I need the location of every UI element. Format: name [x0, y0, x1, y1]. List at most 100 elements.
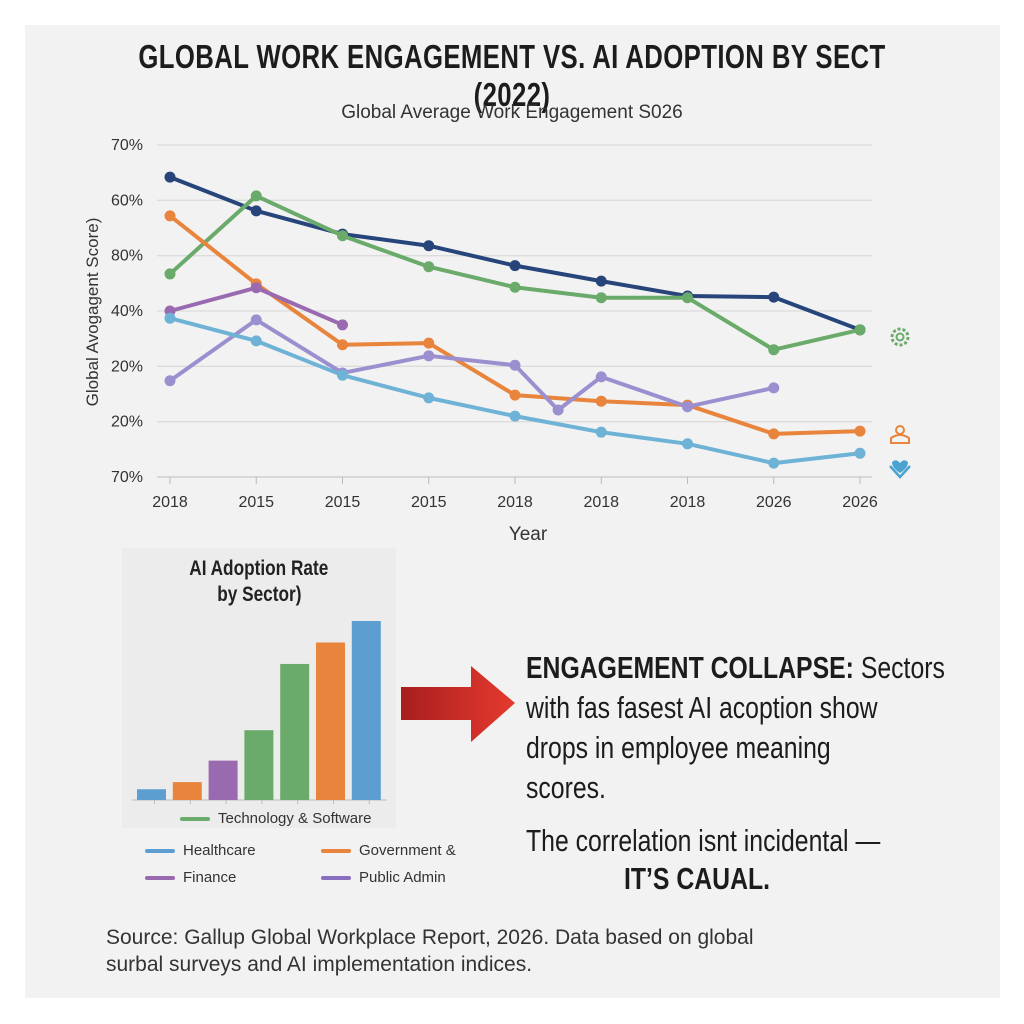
bar: [244, 730, 274, 800]
data-point: [768, 344, 780, 356]
page-title: GLOBAL WORK ENGAGEMENT VS. AI ADOPTION B…: [0, 38, 1024, 121]
bar: [137, 789, 166, 800]
callout-lead: ENGAGEMENT COLLAPSE:: [526, 650, 854, 685]
legend-label: Public Admin: [359, 869, 446, 886]
conclusion-line-2: IT’S CAUAL.: [624, 861, 771, 896]
data-point: [423, 392, 435, 404]
y-axis-ticks: 70% 60% 80% 40% 20% 20% 70%: [111, 137, 143, 486]
source-line-1: Source: Gallup Global Workplace Report, …: [106, 926, 754, 949]
data-point: [509, 281, 521, 293]
series-5: [164, 312, 866, 469]
data-point: [337, 230, 348, 242]
legend-swatch: [145, 848, 175, 853]
page-title-text: GLOBAL WORK ENGAGEMENT VS. AI ADOPTION B…: [138, 38, 886, 113]
data-point: [509, 410, 521, 422]
data-point: [509, 359, 521, 371]
data-point: [250, 335, 262, 347]
data-point: [682, 292, 693, 304]
callout-line: with fas fasest AI acoption show: [526, 690, 878, 725]
conclusion-text: The correlation isnt incidental — IT’S C…: [526, 822, 1006, 898]
data-point: [595, 371, 607, 383]
data-point: [595, 395, 607, 407]
legend-swatch: [180, 816, 210, 821]
red-arrow-icon: [401, 666, 515, 742]
series-3: [164, 282, 348, 331]
data-point: [509, 389, 521, 401]
x-tick-label: 2018: [497, 494, 533, 511]
bar-title-line-2: by Sector): [216, 583, 302, 606]
data-point: [423, 261, 435, 273]
data-point: [768, 291, 780, 303]
legend-swatch: [321, 875, 351, 880]
callout-line: drops in employee meaning: [526, 730, 831, 765]
y-tick-label: 70%: [111, 137, 143, 154]
data-point: [768, 382, 780, 394]
y-tick-label: 40%: [111, 303, 143, 320]
data-point: [423, 350, 435, 362]
bar-chart-title: AI Adoption Rate by Sector): [122, 556, 396, 608]
legend-item-public-admin: Public Admin: [321, 869, 446, 886]
legend-item-technology: Technology & Software: [180, 810, 371, 827]
data-point: [423, 240, 435, 252]
x-tick-label: 2018: [152, 494, 188, 511]
data-point: [854, 425, 866, 437]
data-point: [164, 171, 176, 183]
x-axis-label: Year: [509, 524, 548, 545]
source-note: Source: Gallup Global Workplace Report, …: [106, 924, 754, 978]
series-2: [164, 210, 866, 440]
y-tick-label: 60%: [111, 192, 143, 209]
legend-label: Technology & Software: [218, 810, 372, 827]
person-icon: [890, 425, 910, 444]
series-icons: [889, 327, 911, 479]
infographic-panel: [25, 25, 1000, 998]
data-point: [337, 319, 348, 331]
y-tick-label: 20%: [111, 358, 143, 375]
gear-icon: [890, 327, 910, 347]
data-point: [768, 457, 780, 469]
y-tick-label: 20%: [111, 414, 143, 431]
bar: [351, 621, 381, 800]
bar: [208, 760, 238, 800]
x-axis-ticks: 2018 2015 2015 2015 2018 2018 2018 2026 2026: [152, 477, 878, 511]
legend-swatch: [321, 848, 351, 853]
data-point: [250, 282, 262, 294]
x-tick-label: 2015: [238, 494, 274, 511]
bar: [280, 663, 310, 800]
series-1: [164, 190, 866, 356]
legend-swatch: [145, 875, 175, 880]
x-tick-label: 2015: [411, 494, 447, 511]
gridlines: [157, 144, 872, 478]
data-point: [509, 260, 521, 272]
legend-label: Healthcare: [183, 842, 256, 859]
data-point: [337, 339, 348, 351]
callout-line: scores.: [526, 770, 606, 805]
line-chart-title: Global Average Work Engagement S026: [341, 102, 683, 123]
data-point: [250, 314, 262, 326]
data-point: [768, 428, 780, 440]
x-tick-label: 2015: [325, 494, 361, 511]
data-point: [164, 210, 176, 222]
bar: [316, 642, 345, 800]
data-point: [250, 190, 262, 202]
data-point: [164, 312, 176, 324]
data-point: [682, 401, 693, 413]
legend-item-healthcare: Healthcare: [145, 842, 256, 859]
conclusion-line-1: The correlation isnt incidental —: [526, 823, 881, 858]
y-axis-label: Global Avogagent Score): [83, 218, 102, 407]
bar-title-line-1: AI Adoption Rate: [189, 557, 329, 580]
data-point: [423, 337, 435, 349]
data-point: [854, 447, 866, 459]
legend-item-finance: Finance: [145, 869, 236, 886]
hands-heart-icon: [889, 460, 911, 479]
callout-text: ENGAGEMENT COLLAPSE: Sectors with fas fa…: [526, 648, 1006, 808]
callout-line: Sectors: [860, 650, 945, 685]
legend-item-government: Government &: [321, 842, 456, 859]
x-tick-label: 2018: [583, 494, 619, 511]
legend-label: Finance: [183, 869, 237, 886]
bar: [172, 782, 202, 800]
data-point: [595, 275, 607, 287]
data-point: [682, 438, 693, 450]
data-point: [337, 369, 348, 381]
data-point: [552, 404, 564, 416]
